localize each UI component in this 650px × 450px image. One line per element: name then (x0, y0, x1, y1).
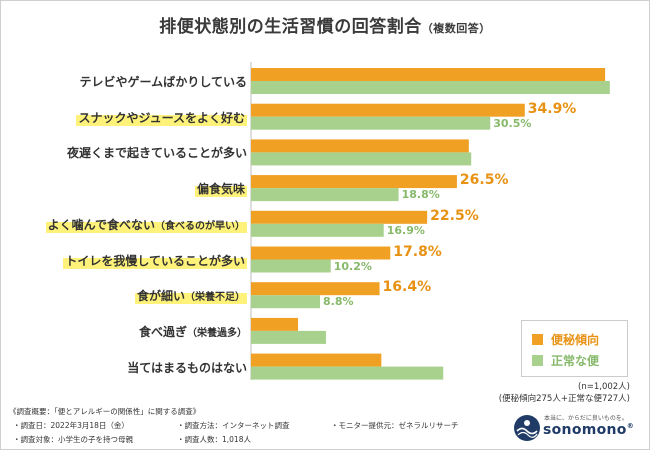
legend: 便秘傾向 正常な便 (521, 320, 628, 377)
bar-constipation-5 (251, 246, 391, 260)
category-label-7: 食べ過ぎ（栄養過多） (138, 324, 247, 339)
bar-normal-7 (251, 330, 326, 344)
bar-normal-0 (251, 81, 610, 94)
survey-target: ・調査対象：小学生の子を持つ母親 (13, 435, 133, 444)
data-label-normal-6: 8.8% (323, 295, 354, 309)
bar-normal-3 (251, 188, 399, 202)
data-label-constipation-4: 22.5% (430, 207, 479, 224)
category-label-3: 偏食気味 (194, 180, 247, 198)
logo-registered-mark: ® (626, 422, 635, 430)
legend-swatch-green (532, 355, 543, 366)
category-label-2: 夜遅くまで起きていることが多い (66, 146, 247, 161)
category-label-0: テレビやゲームばかりしている (79, 75, 247, 89)
bar-constipation-0 (251, 68, 606, 81)
category-label-8: 当てはまるものはない (127, 360, 247, 375)
data-label-normal-3: 18.8% (401, 188, 440, 202)
bar-constipation-6 (251, 282, 380, 296)
bar-constipation-2 (251, 139, 469, 153)
data-label-constipation-1: 34.9% (527, 100, 577, 117)
survey-heading: 《調査概要：「便とアレルギーの関係性」に関する調査》 (9, 407, 201, 416)
bar-constipation-1 (251, 103, 525, 117)
sonomono-logo: 本当に、からだに良いものを。 sonomono® (513, 410, 643, 444)
logo-tagline: 本当に、からだに良いものを。 (544, 415, 628, 422)
data-label-constipation-5: 17.8% (393, 243, 442, 260)
logo-mark-icon (514, 415, 540, 441)
bar-constipation-7 (251, 317, 299, 331)
title-subtitle: （複数回答） (421, 22, 491, 35)
logo-wordmark: sonomono® (543, 422, 634, 438)
sample-size: (n=1,002人) (578, 382, 630, 392)
survey-count: ・調査人数：1,018人 (177, 435, 251, 444)
data-label-normal-5: 10.2% (333, 259, 372, 273)
data-label-constipation-6: 16.4% (382, 279, 432, 296)
bar-normal-2 (251, 152, 472, 166)
sample-breakdown: (便秘傾向275人+正常な便727人) (498, 394, 630, 404)
bar-normal-1 (251, 116, 491, 130)
data-label-constipation-3: 26.5% (459, 172, 509, 189)
legend-item-normal: 正常な便 (532, 352, 599, 369)
legend-swatch-orange (532, 334, 543, 345)
category-label-6: 食が細い（栄養不足） (134, 287, 247, 305)
bar-constipation-3 (251, 175, 457, 189)
data-label-normal-4: 16.9% (386, 223, 425, 237)
title-main: 排便状態別の生活習慣の回答割合 (159, 17, 422, 37)
survey-method: ・調査方法：インターネット調査 (177, 421, 290, 430)
bar-constipation-8 (251, 353, 382, 367)
bar-normal-5 (251, 259, 331, 273)
bar-constipation-4 (251, 210, 428, 224)
category-label-5: トイレを我慢していることが多い (63, 251, 247, 269)
bar-normal-8 (251, 366, 444, 380)
legend-label-normal: 正常な便 (551, 354, 600, 368)
survey-date: ・調査日：2022年3月18日（金） (13, 421, 129, 430)
legend-label-constipation: 便秘傾向 (551, 333, 600, 347)
bar-normal-6 (251, 295, 321, 309)
bar-normal-4 (251, 223, 384, 237)
legend-item-constipation: 便秘傾向 (532, 331, 599, 348)
data-label-normal-1: 30.5% (493, 116, 532, 130)
chart-title: 排便状態別の生活習慣の回答割合（複数回答） (0, 12, 650, 37)
sample-note: (n=1,002人) (便秘傾向275人+正常な便727人) (499, 381, 630, 405)
survey-monitor: ・モニター提供元：ゼネラルリサーチ (331, 421, 459, 430)
category-label-1: スナックやジュースをよく好む (76, 108, 247, 126)
category-label-4: よく噛んで食べない（食べるのが早い） (45, 215, 247, 233)
logo-name: sonomono (543, 422, 627, 438)
